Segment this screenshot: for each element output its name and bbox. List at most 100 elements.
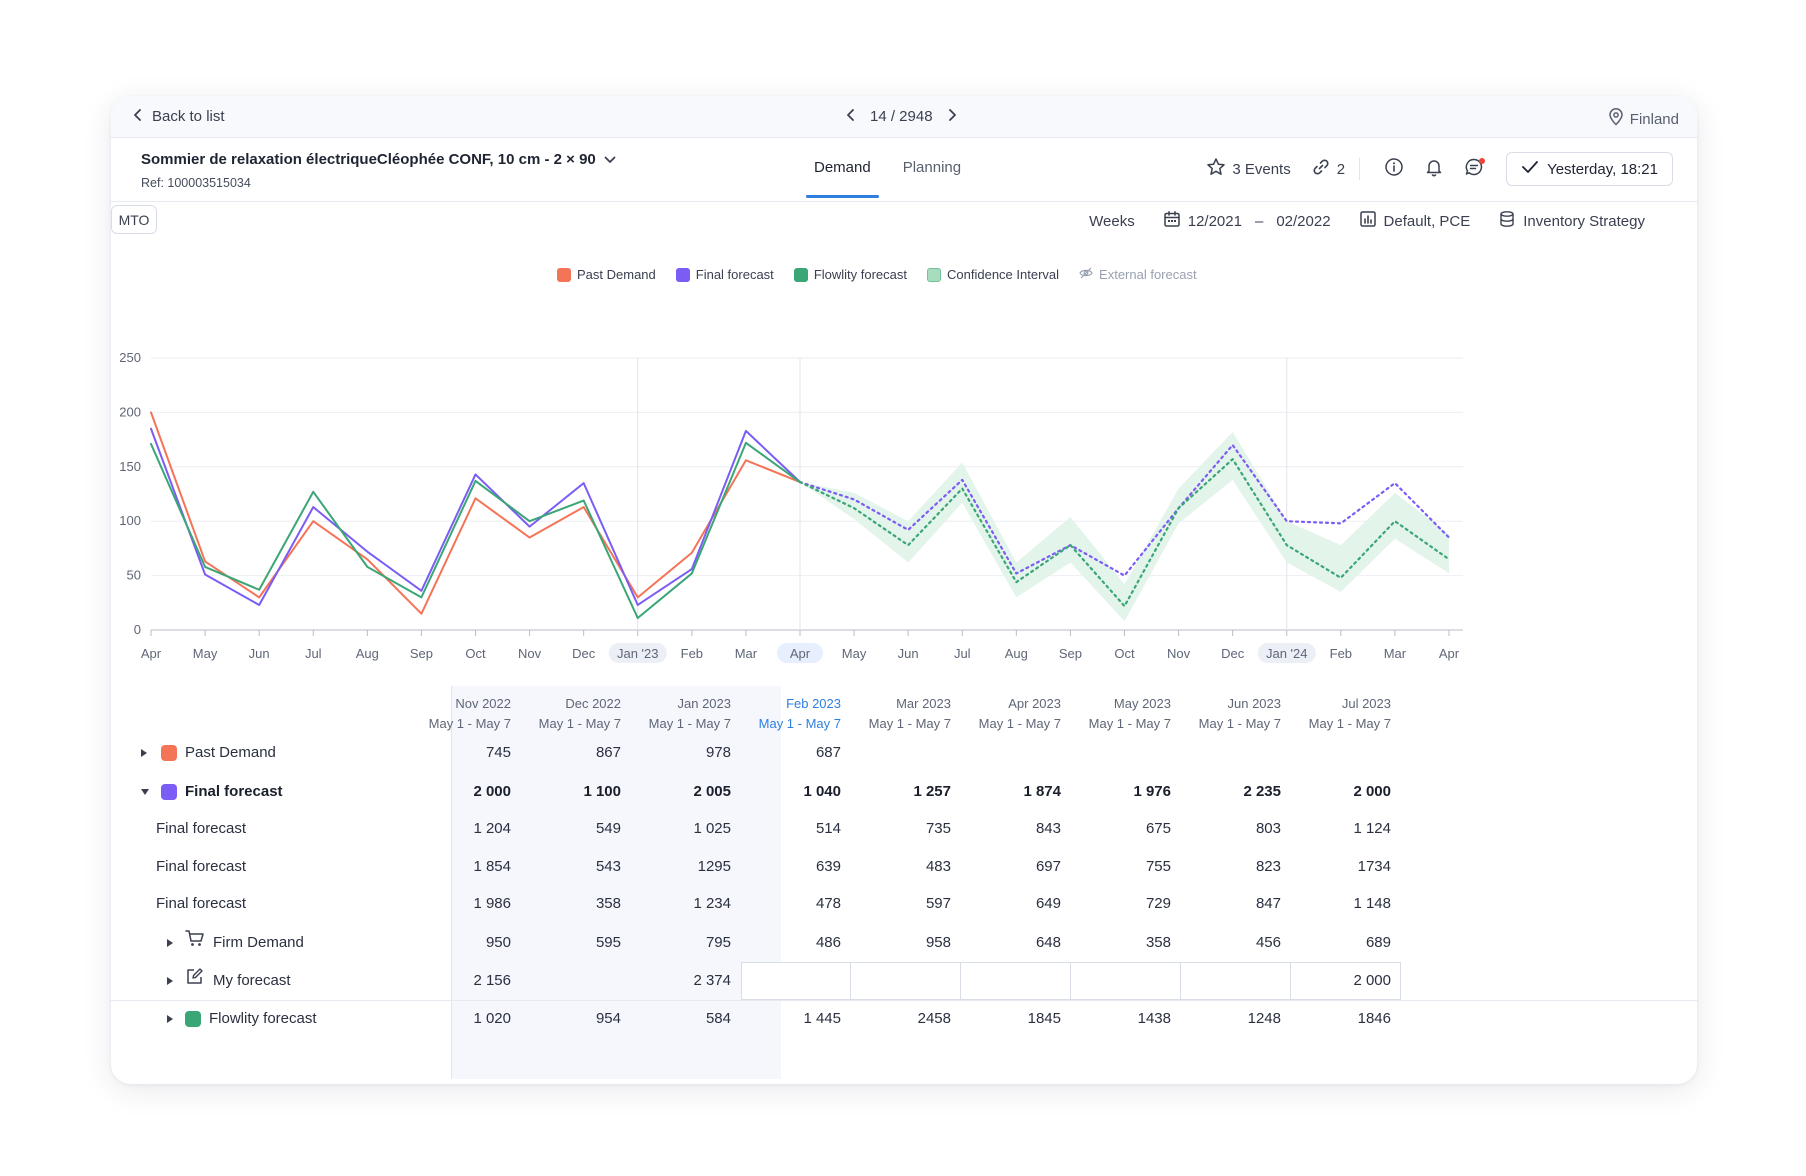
past-columns-shade xyxy=(451,686,781,1079)
granularity-selector[interactable]: Weeks xyxy=(1089,213,1135,230)
column-range: May 1 - May 7 xyxy=(1198,716,1281,731)
table-cell: 2 374 xyxy=(693,972,731,989)
column-period: Mar 2023 xyxy=(896,696,951,711)
product-ref: Ref: 100003515034 xyxy=(141,176,251,190)
top-bar: Back to list 14 / 2948 Finland xyxy=(111,96,1697,138)
legend-past-demand[interactable]: Past Demand xyxy=(557,267,656,282)
table-row: Firm Demand 950 595 795 486 958 648 358 456 689 xyxy=(111,924,1697,962)
mto-badge: MTO xyxy=(111,205,157,234)
column-header: Jun 2023 May 1 - May 7 xyxy=(1171,694,1281,734)
region-label: Finland xyxy=(1629,110,1679,128)
y-tick-label: 100 xyxy=(119,513,141,528)
x-tick-label: Jun xyxy=(898,646,919,661)
table-cell: 597 xyxy=(925,895,951,912)
forecast-input-cell[interactable]: 2 000 xyxy=(1291,962,1401,1000)
strategy-selector[interactable]: Inventory Strategy xyxy=(1498,210,1645,232)
database-icon xyxy=(1498,210,1516,232)
column-header: Nov 2022 May 1 - May 7 xyxy=(401,694,511,734)
table-cell: 803 xyxy=(1255,820,1281,837)
x-tick-label: Jun xyxy=(249,646,270,661)
column-period: Jun 2023 xyxy=(1227,696,1282,711)
last-update-button[interactable]: Yesterday, 18:21 xyxy=(1506,152,1673,186)
legend-external-forecast[interactable]: External forecast xyxy=(1079,266,1197,283)
region-selector[interactable]: Finland xyxy=(1608,108,1679,130)
table-cell: 456 xyxy=(1255,934,1281,951)
collapse-row-toggle[interactable] xyxy=(141,789,149,795)
table-cell: 2 000 xyxy=(473,783,511,800)
row-label-text: Final forecast xyxy=(185,783,283,800)
product-title: Sommier de relaxation électriqueCléophée… xyxy=(141,151,596,168)
row-swatch xyxy=(161,745,177,761)
expand-row-toggle[interactable] xyxy=(167,977,173,985)
column-period: Jul 2023 xyxy=(1341,696,1391,711)
back-to-list-button[interactable]: Back to list xyxy=(133,108,225,125)
tab-planning[interactable]: Planning xyxy=(902,159,962,176)
notifications-button[interactable] xyxy=(1422,157,1446,181)
edit-icon xyxy=(185,962,205,1000)
row-label: Firm Demand xyxy=(167,924,304,962)
forecast-input-cell[interactable] xyxy=(1181,962,1291,1000)
table-cell: 584 xyxy=(705,1010,731,1027)
x-tick-label: May xyxy=(193,646,218,661)
label-column-divider xyxy=(451,686,452,1079)
x-tick-label: Mar xyxy=(735,646,758,661)
table-cell: 823 xyxy=(1255,858,1281,875)
row-swatch xyxy=(185,1011,201,1027)
column-header: Dec 2022 May 1 - May 7 xyxy=(511,694,621,734)
table-row: Final forecast 1 986 358 1 234 478 597 649 729… xyxy=(111,885,1697,923)
table-cell xyxy=(951,734,1061,772)
expand-row-toggle[interactable] xyxy=(167,939,173,947)
table-cell: 1 257 xyxy=(913,783,951,800)
y-tick-label: 50 xyxy=(127,568,141,583)
x-tick-label: Jan '24 xyxy=(1266,646,1308,661)
legend-swatch xyxy=(927,267,942,282)
header-divider xyxy=(111,201,1697,202)
legend-flowlity-forecast[interactable]: Flowlity forecast xyxy=(793,267,907,282)
x-tick-label: Nov xyxy=(518,646,542,661)
past-demand-line xyxy=(150,411,801,615)
info-icon xyxy=(1384,157,1404,182)
column-header: Mar 2023 May 1 - May 7 xyxy=(841,694,951,734)
column-header: Feb 2023 May 1 - May 7 xyxy=(731,694,841,734)
next-item-button[interactable] xyxy=(947,108,957,125)
x-tick-label: Apr xyxy=(1439,646,1460,661)
forecast-input-cell[interactable] xyxy=(1071,962,1181,1000)
x-tick-label: Feb xyxy=(681,646,703,661)
date-range-picker[interactable]: 12/2021 – 02/2022 xyxy=(1163,210,1331,232)
bar-chart-icon xyxy=(1359,210,1377,232)
bell-icon xyxy=(1424,157,1444,182)
forecast-input-cell[interactable] xyxy=(961,962,1071,1000)
expand-row-toggle[interactable] xyxy=(141,749,147,757)
product-selector[interactable]: Sommier de relaxation électriqueCléophée… xyxy=(141,151,616,168)
table-cell: 2 235 xyxy=(1243,783,1281,800)
legend-label: External forecast xyxy=(1099,267,1197,282)
tab-demand[interactable]: Demand xyxy=(806,138,879,198)
forecast-input-cell[interactable] xyxy=(741,962,851,1000)
info-button[interactable] xyxy=(1382,157,1406,181)
view-selector[interactable]: Default, PCE xyxy=(1359,210,1470,232)
table-cell: 514 xyxy=(815,820,841,837)
column-header: Apr 2023 May 1 - May 7 xyxy=(951,694,1061,734)
forecast-input-cell[interactable] xyxy=(851,962,961,1000)
expand-row-toggle[interactable] xyxy=(167,1015,173,1023)
links-count: 2 xyxy=(1336,160,1346,178)
comments-button[interactable] xyxy=(1462,157,1486,181)
legend-final-forecast[interactable]: Final forecast xyxy=(675,267,774,282)
table-cell xyxy=(1061,734,1171,772)
x-tick-label: Jul xyxy=(954,646,971,661)
table-cell xyxy=(1171,734,1281,772)
table-cell: 954 xyxy=(595,1010,621,1027)
table-cell: 1438 xyxy=(1137,1010,1171,1027)
legend-confidence-interval[interactable]: Confidence Interval xyxy=(927,267,1059,282)
previous-item-button[interactable] xyxy=(846,108,856,125)
table-cell: 595 xyxy=(595,934,621,951)
links-button[interactable]: 2 xyxy=(1311,157,1345,181)
back-to-list-label: Back to list xyxy=(152,108,225,125)
row-swatch xyxy=(161,784,177,800)
pager: 14 / 2948 xyxy=(846,108,957,125)
granularity-label: Weeks xyxy=(1089,212,1135,230)
events-button[interactable]: 3 Events xyxy=(1206,157,1291,181)
x-tick-label: Sep xyxy=(1059,646,1082,661)
table-cell: 2 156 xyxy=(473,972,511,989)
column-period: Nov 2022 xyxy=(455,696,511,711)
